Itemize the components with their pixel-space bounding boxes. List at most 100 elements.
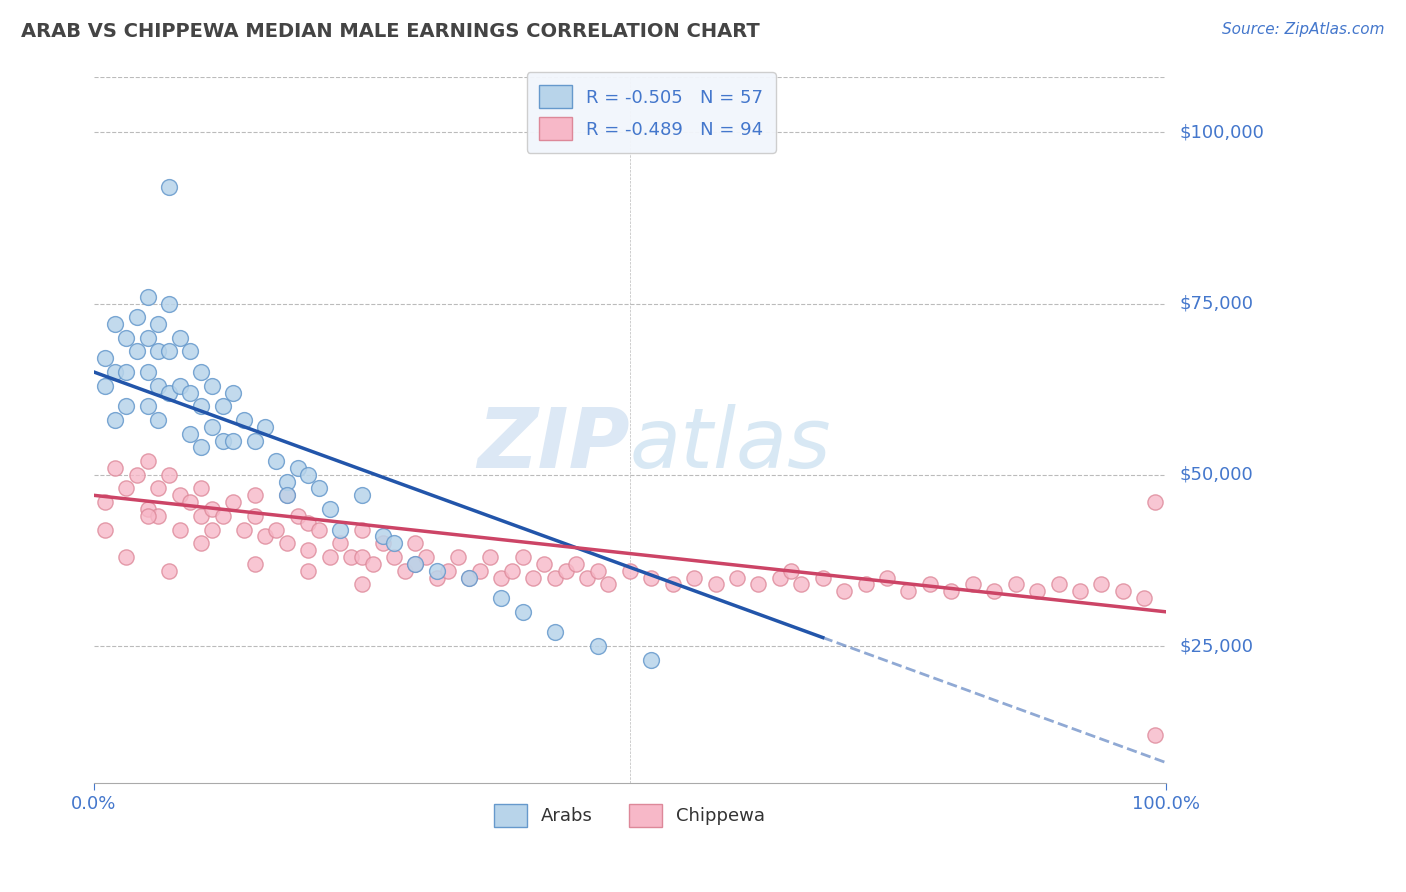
Point: [276, 488, 298, 502]
Point: [254, 529, 277, 543]
Point: [93, 523, 115, 537]
Point: [683, 570, 706, 584]
Point: [415, 549, 437, 564]
Point: [157, 467, 180, 482]
Point: [222, 495, 245, 509]
Point: [125, 344, 148, 359]
Point: [169, 523, 191, 537]
Point: [136, 331, 159, 345]
Point: [104, 317, 127, 331]
Point: [93, 495, 115, 509]
Point: [404, 536, 426, 550]
Point: [115, 365, 138, 379]
Point: [350, 488, 373, 502]
Point: [586, 564, 609, 578]
Point: [136, 399, 159, 413]
Point: [148, 508, 170, 523]
Point: [1047, 577, 1070, 591]
Point: [169, 378, 191, 392]
Point: [747, 577, 769, 591]
Point: [115, 399, 138, 413]
Point: [897, 584, 920, 599]
Point: [404, 557, 426, 571]
Point: [501, 564, 523, 578]
Text: $50,000: $50,000: [1180, 466, 1253, 483]
Point: [148, 378, 170, 392]
Point: [157, 564, 180, 578]
Point: [918, 577, 941, 591]
Point: [426, 570, 449, 584]
Point: [287, 508, 309, 523]
Point: [157, 344, 180, 359]
Point: [1004, 577, 1026, 591]
Point: [468, 564, 491, 578]
Point: [190, 365, 212, 379]
Point: [832, 584, 855, 599]
Point: [575, 570, 598, 584]
Point: [436, 564, 458, 578]
Point: [169, 331, 191, 345]
Point: [373, 536, 395, 550]
Point: [211, 399, 233, 413]
Point: [297, 543, 319, 558]
Point: [264, 454, 287, 468]
Point: [554, 564, 576, 578]
Point: [350, 577, 373, 591]
Point: [479, 549, 502, 564]
Point: [544, 625, 567, 640]
Point: [179, 426, 201, 441]
Point: [104, 365, 127, 379]
Point: [489, 591, 512, 605]
Point: [115, 331, 138, 345]
Point: [297, 467, 319, 482]
Point: [790, 577, 813, 591]
Text: Source: ZipAtlas.com: Source: ZipAtlas.com: [1222, 22, 1385, 37]
Point: [308, 523, 330, 537]
Point: [404, 557, 426, 571]
Point: [287, 461, 309, 475]
Point: [769, 570, 792, 584]
Point: [125, 467, 148, 482]
Point: [382, 549, 405, 564]
Text: ZIP: ZIP: [477, 404, 630, 485]
Point: [190, 508, 212, 523]
Point: [222, 434, 245, 448]
Point: [522, 570, 544, 584]
Point: [264, 523, 287, 537]
Point: [329, 536, 352, 550]
Point: [179, 344, 201, 359]
Point: [1133, 591, 1156, 605]
Point: [1112, 584, 1135, 599]
Point: [93, 351, 115, 366]
Point: [179, 385, 201, 400]
Point: [254, 419, 277, 434]
Point: [876, 570, 898, 584]
Point: [201, 378, 224, 392]
Point: [382, 536, 405, 550]
Point: [458, 570, 481, 584]
Point: [586, 639, 609, 653]
Point: [136, 365, 159, 379]
Point: [512, 605, 534, 619]
Point: [297, 516, 319, 530]
Point: [157, 385, 180, 400]
Point: [276, 536, 298, 550]
Point: [243, 488, 266, 502]
Point: [190, 536, 212, 550]
Point: [136, 502, 159, 516]
Point: [157, 180, 180, 194]
Point: [243, 434, 266, 448]
Point: [211, 508, 233, 523]
Point: [811, 570, 834, 584]
Point: [1069, 584, 1091, 599]
Point: [211, 434, 233, 448]
Point: [308, 482, 330, 496]
Point: [1143, 495, 1166, 509]
Point: [243, 557, 266, 571]
Legend: Arabs, Chippewa: Arabs, Chippewa: [486, 797, 772, 834]
Point: [941, 584, 963, 599]
Point: [157, 296, 180, 310]
Point: [1143, 728, 1166, 742]
Text: atlas: atlas: [630, 404, 831, 485]
Point: [1026, 584, 1049, 599]
